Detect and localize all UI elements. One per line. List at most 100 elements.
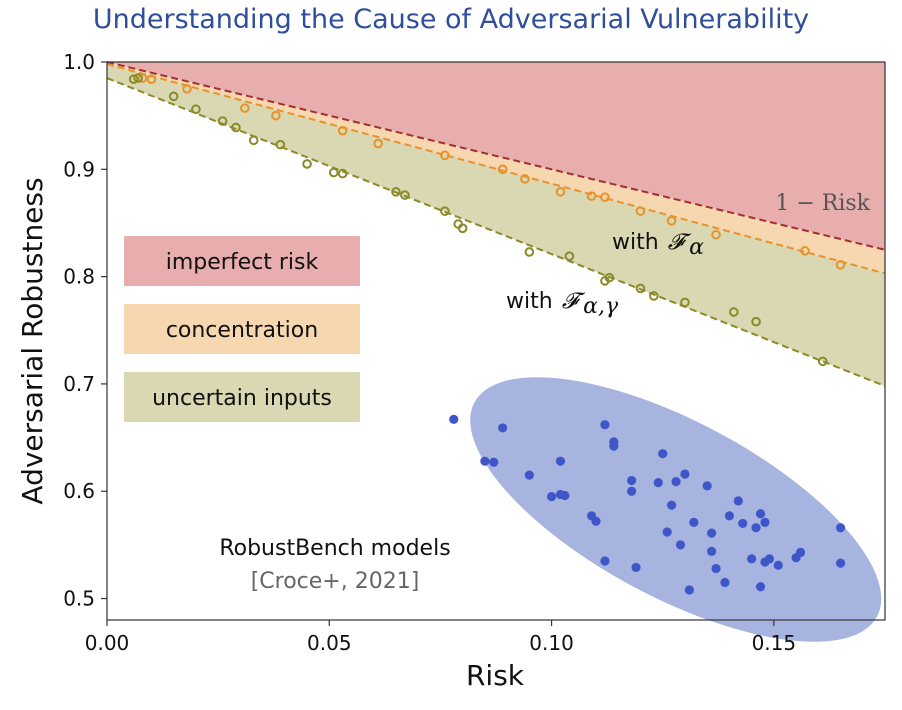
- robustbench-point-31: [720, 577, 730, 588]
- robustbench-point-21: [667, 500, 677, 510]
- robustbench-point-8: [560, 490, 570, 501]
- f-alpha-gamma-point-2: [168, 91, 179, 102]
- f-alpha-gamma-point-23: [729, 307, 739, 317]
- robustbench-point-38: [755, 509, 766, 519]
- robustbench-point-5: [546, 491, 557, 502]
- f-alpha-point-4: [271, 110, 281, 121]
- f-alpha-point-9: [520, 174, 530, 184]
- f-alpha-gamma-point-5: [231, 122, 241, 133]
- robustbench-point-34: [738, 518, 748, 529]
- robustbench-point-18: [653, 478, 663, 488]
- y-tick-label-2: 0.7: [63, 372, 95, 396]
- line-f-alpha-gamma: [106, 77, 886, 387]
- legend-swatch-uncertain-inputs: [124, 372, 360, 422]
- robustbench-point-17: [631, 562, 641, 573]
- robustbench-point-2: [489, 457, 499, 467]
- f-alpha-gamma-point-1: [133, 73, 143, 83]
- f-alpha-point-14: [666, 216, 677, 226]
- plot-area: 0.00 0.05 0.10 0.15 0.5 0.6 0.7 0.8 0.9 1.0: [63, 50, 886, 655]
- robustbench-point-7: [555, 456, 566, 466]
- f-alpha-point-12: [600, 192, 610, 203]
- f-alpha-with: with: [612, 230, 659, 255]
- f-alpha-gamma-point-9: [328, 167, 339, 178]
- robustbench-point-40: [760, 517, 770, 527]
- f-alpha-gamma-point-4: [217, 116, 228, 126]
- robustbench-point-10: [591, 516, 601, 526]
- f-alpha-point-13: [635, 206, 646, 216]
- robustbench-point-16: [626, 475, 637, 486]
- robustbench-point-29: [707, 528, 717, 538]
- f-alpha-gamma-point-12: [400, 190, 410, 200]
- f-alpha-gamma-point-21: [649, 291, 659, 301]
- chart-title: Understanding the Cause of Adversarial V…: [93, 4, 809, 35]
- f-alpha-point-3: [240, 103, 250, 113]
- f-alpha-gamma-point-13: [440, 206, 450, 216]
- f-alpha-gamma-point-3: [191, 104, 201, 115]
- f-alpha-point-2: [182, 84, 192, 94]
- line-f-alpha: [106, 63, 886, 275]
- f-alpha-label: with 𝓕 α: [612, 230, 704, 260]
- x-tick-label-2: 0.10: [529, 631, 574, 655]
- robustbench-point-23: [675, 540, 686, 550]
- robustbench-point-37: [755, 582, 766, 592]
- f-alpha-gamma-sub: α,γ: [583, 294, 619, 319]
- robustbench-point-35: [747, 554, 757, 564]
- y-tick-label-5: 1.0: [63, 50, 95, 74]
- robustbench-point-26: [689, 517, 699, 527]
- f-alpha-point-11: [586, 191, 597, 201]
- robustbench-point-46: [835, 523, 846, 533]
- f-alpha-point-17: [835, 260, 846, 270]
- f-alpha-gamma-point-19: [604, 272, 615, 283]
- legend-label-uncertain-inputs: uncertain inputs: [152, 386, 332, 411]
- robustbench-citation: [Croce+, 2021]: [251, 569, 420, 594]
- robustbench-point-22: [671, 476, 681, 487]
- robustbench-point-25: [684, 585, 694, 595]
- robustbench-point-24: [680, 469, 690, 479]
- robustbench-point-42: [773, 560, 783, 570]
- legend-swatch-imperfect-risk: [124, 236, 360, 286]
- region-uncertain-inputs: [107, 64, 885, 387]
- robustbench-point-20: [662, 527, 672, 537]
- legend-swatch-concentration: [124, 304, 360, 354]
- f-alpha-point-5: [337, 125, 348, 136]
- x-tick-label-3: 0.15: [752, 631, 797, 655]
- f-alpha-point-0: [137, 73, 148, 83]
- y-axis-label: Adversarial Robustness: [16, 177, 49, 504]
- f-alpha-gamma-with: with: [506, 289, 553, 314]
- f-alpha-gamma-point-11: [391, 187, 401, 197]
- f-alpha-gamma-point-15: [457, 223, 468, 234]
- legend-label-concentration: concentration: [166, 318, 318, 343]
- f-alpha-point-15: [711, 229, 721, 240]
- y-tick-label-1: 0.6: [63, 479, 95, 503]
- f-alpha-gamma-point-7: [275, 139, 286, 150]
- robustbench-point-11: [600, 420, 610, 430]
- legend-label-imperfect-risk: imperfect risk: [166, 250, 319, 275]
- robustbench-point-15: [626, 486, 637, 496]
- line-one-minus-risk: [106, 61, 886, 251]
- region-concentration: [107, 62, 885, 274]
- f-alpha-gamma-point-16: [524, 247, 535, 257]
- robustbench-point-30: [711, 563, 721, 574]
- plot-frame: [106, 61, 886, 621]
- robustbench-label: RobustBench models: [219, 536, 450, 561]
- robustbench-point-27: [702, 481, 712, 491]
- robustbench-point-0: [449, 414, 459, 424]
- f-alpha-gamma-point-10: [337, 168, 348, 179]
- f-alpha-gamma-point-20: [635, 283, 646, 294]
- f-alpha-point-16: [800, 246, 810, 256]
- robustbench-point-3: [498, 423, 508, 433]
- f-alpha-sub: α: [689, 235, 704, 260]
- robustbench-point-44: [795, 547, 806, 557]
- robustbench-ellipse: [470, 377, 882, 642]
- y-tick-label-3: 0.8: [63, 265, 95, 289]
- f-alpha-point-1: [146, 74, 157, 84]
- robustbench-point-19: [658, 449, 668, 459]
- f-alpha-gamma-point-17: [564, 251, 575, 262]
- robustbench-point-32: [724, 511, 735, 521]
- f-alpha-gamma-point-6: [248, 135, 259, 146]
- x-tick-label-0: 0.00: [85, 631, 130, 655]
- f-alpha-point-10: [555, 187, 566, 197]
- robustbench-point-14: [609, 437, 619, 447]
- robustbench-point-4: [524, 470, 534, 480]
